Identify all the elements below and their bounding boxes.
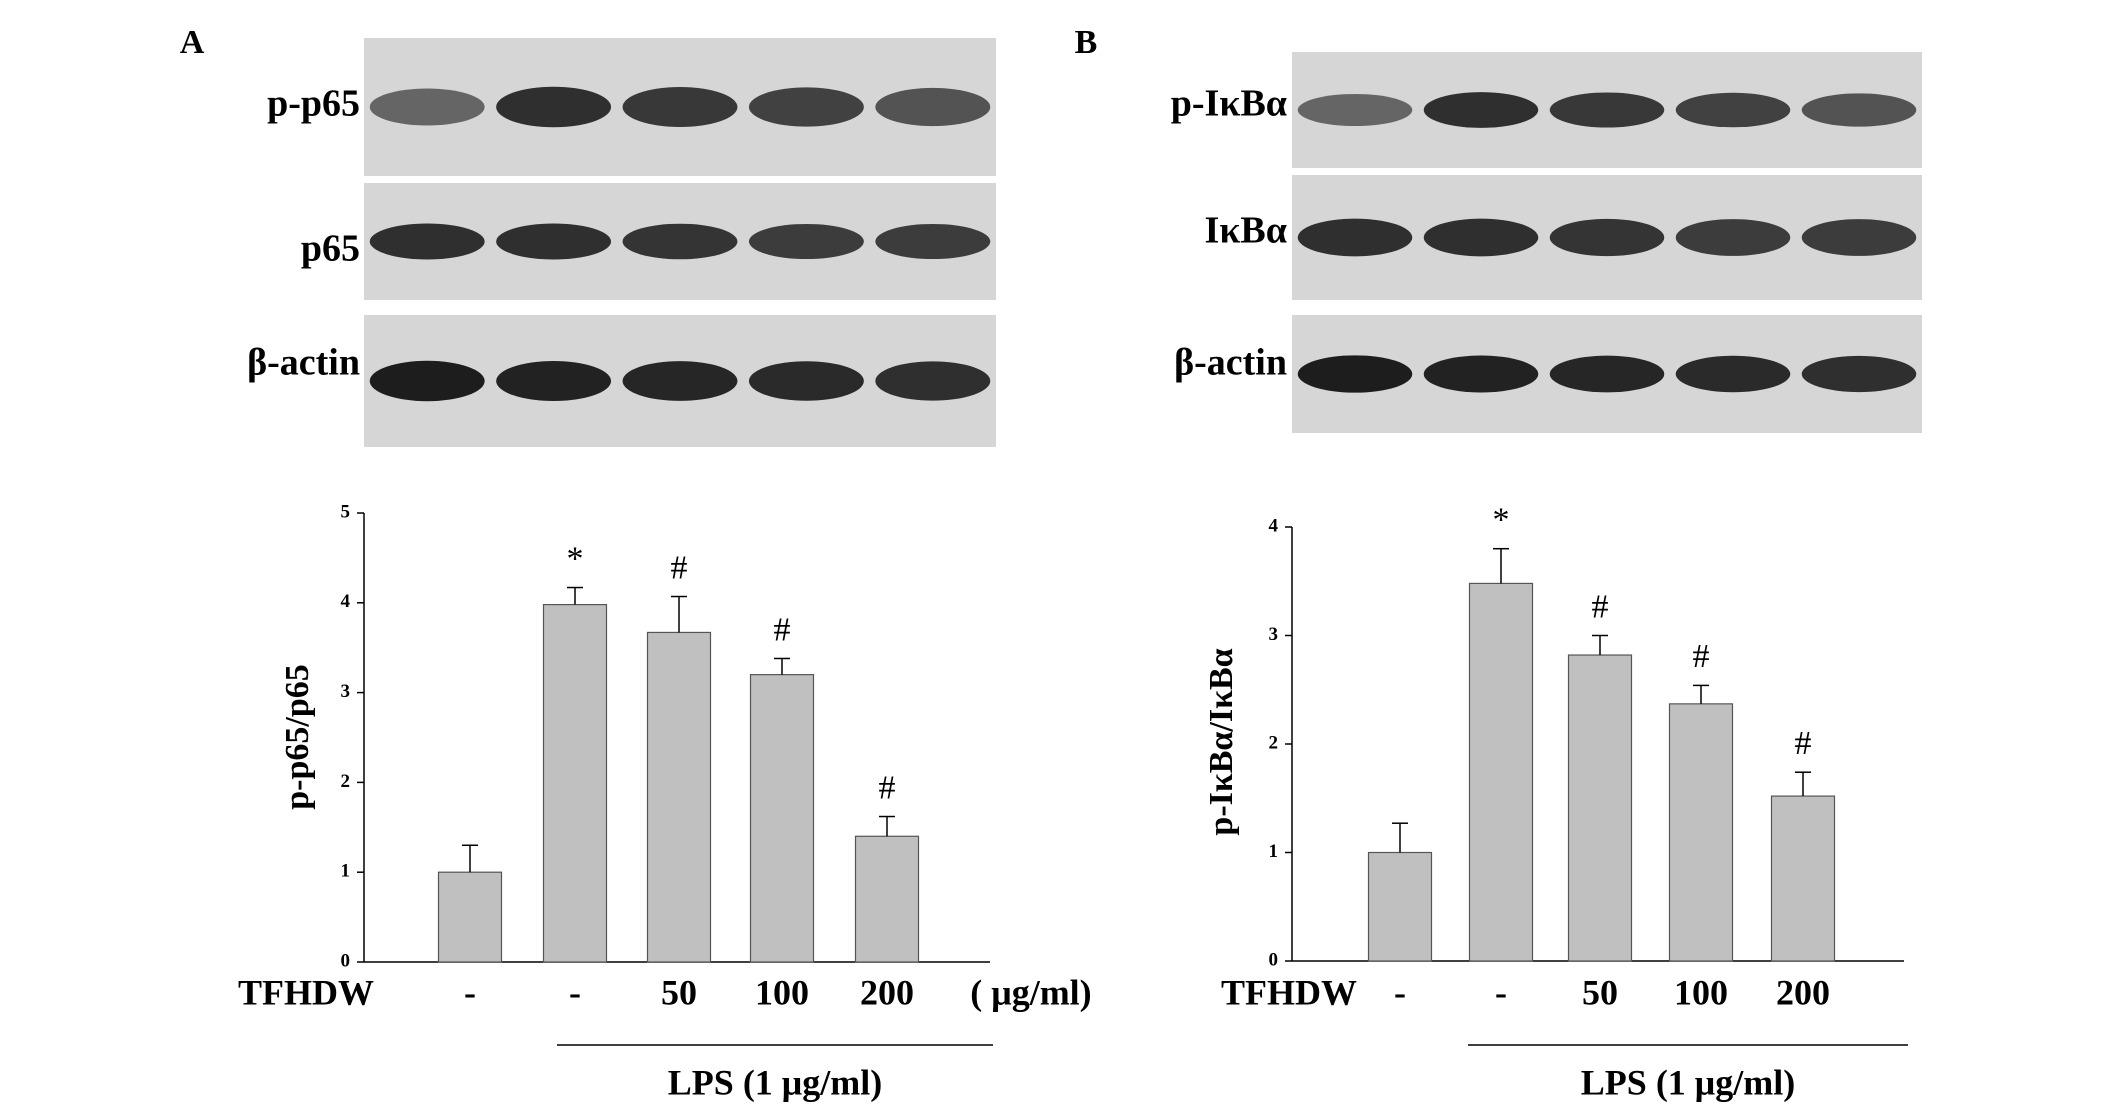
blot-row-label: IκBα [1205,210,1287,252]
blot-band [369,360,485,402]
unit-label: ( μg/ml) [970,972,1091,1012]
bar [1567,654,1633,962]
blot-band [875,361,991,401]
bar [1770,795,1836,962]
significance-marker: * [567,540,584,577]
blot-row-label: p65 [301,228,360,270]
blot-band [1801,219,1917,256]
group-label: LPS (1 μg/ml) [1581,1062,1795,1102]
blot-band [496,360,612,402]
y-tick-label: 3 [1269,624,1279,645]
bar [646,631,712,963]
blot-band [1675,92,1791,128]
blot-band [1801,355,1917,393]
blot-band [1675,219,1791,256]
bar [854,835,920,963]
bar [1468,582,1534,962]
blot-band [1423,218,1539,257]
blot-band [1549,355,1665,393]
blot-row-label: β-actin [1174,342,1287,384]
blot-row-label: β-actin [247,342,360,384]
x-tick-label: - [1495,972,1507,1012]
blot-band [1549,218,1665,257]
blot-row-label: p-p65 [267,83,360,125]
significance-marker: # [879,769,896,806]
x-tick-label: 100 [1674,972,1728,1012]
significance-marker: # [774,611,791,648]
blot-band [1549,92,1665,128]
blot-band [622,361,738,401]
significance-marker: # [1693,638,1710,675]
blot-band [369,88,485,126]
x-tick-label: 50 [1582,972,1618,1012]
blot-band [875,223,991,260]
y-tick-label: 2 [1269,732,1279,753]
y-tick-label: 4 [341,591,351,612]
significance-marker: # [1795,725,1812,762]
y-tick-label: 3 [341,681,351,702]
blot-band [1423,355,1539,393]
bar [1367,851,1433,962]
blot-band [748,223,864,260]
y-tick-label: 0 [1269,949,1279,970]
y-tick-label: 4 [1269,515,1279,536]
x-tick-label: - [569,972,581,1012]
blot-band [1423,92,1539,128]
blot-band [1801,93,1917,127]
blot-band [1297,218,1413,257]
blot-band [622,87,738,127]
x-tick-label: - [464,972,476,1012]
x-tick-label: 200 [860,972,914,1012]
blot-band [496,86,612,128]
y-tick-label: 0 [341,950,351,971]
blot-band [748,87,864,127]
blot-band [875,87,991,127]
x-tick-label: 100 [755,972,809,1012]
blot-band [748,361,864,401]
y-tick-label: 5 [341,501,351,522]
bar [437,871,503,963]
x-tick-label: - [1394,972,1406,1012]
blot-band [622,223,738,260]
significance-marker: * [1493,501,1510,538]
x-tick-label: 200 [1776,972,1830,1012]
blot-band [369,223,485,260]
panel-letter: A [180,24,205,61]
blot-band [1297,355,1413,393]
x-axis-label: TFHDW [238,972,374,1012]
bar [542,603,608,963]
x-axis-label: TFHDW [1221,972,1357,1012]
blot-row-label: p-IκBα [1171,83,1287,125]
significance-marker: # [671,549,688,586]
x-tick-label: 50 [661,972,697,1012]
bar [1668,703,1734,962]
bar [749,674,815,963]
y-tick-label: 2 [341,771,351,792]
y-tick-label: 1 [1269,841,1279,862]
blot-band [496,223,612,260]
y-tick-label: 1 [341,861,351,882]
y-axis-label: p-IκBα/IκBα [1203,648,1240,835]
significance-marker: # [1592,588,1609,625]
blot-band [1297,93,1413,127]
y-axis-label: p-p65/p65 [279,664,316,810]
blot-band [1675,355,1791,393]
group-label: LPS (1 μg/ml) [668,1062,882,1102]
panel-letter: B [1075,24,1098,61]
